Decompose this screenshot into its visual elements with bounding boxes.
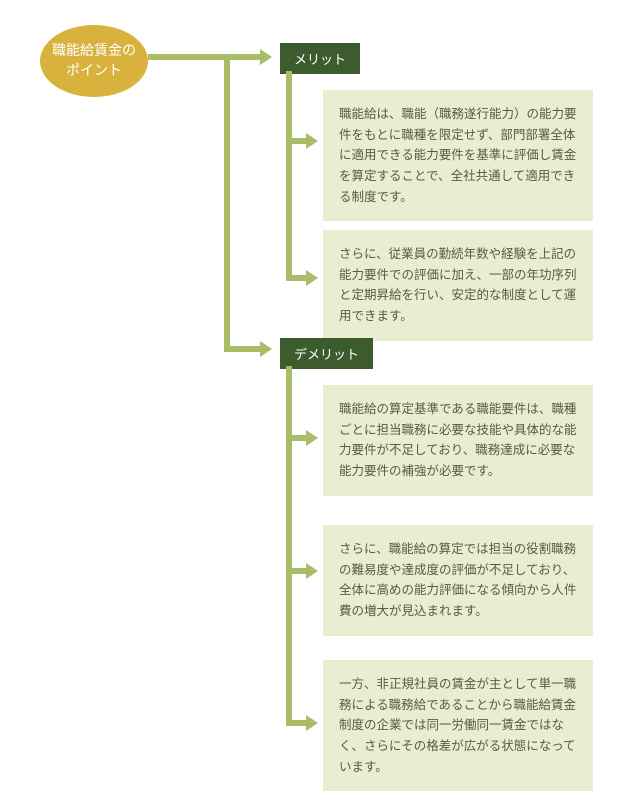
demerit-box-text: 職能給の算定基準である職能要件は、職種ごとに担当職務に必要な技能や具体的な能力要… bbox=[339, 402, 577, 478]
merit-box-text: さらに、従業員の勤続年数や経験を上記の能力要件での評価に加え、一部の年功序列と定… bbox=[339, 247, 577, 323]
demerit-label: デメリット bbox=[280, 338, 373, 369]
arrow-icon bbox=[306, 430, 318, 446]
arrow-icon bbox=[306, 270, 318, 286]
connector bbox=[286, 366, 292, 726]
connector bbox=[230, 346, 260, 352]
merit-box: 職能給は、職能（職務遂行能力）の能力要件をもとに職種を限定せず、部門部署全体に適… bbox=[323, 90, 593, 221]
arrow-icon bbox=[306, 715, 318, 731]
connector bbox=[230, 54, 260, 60]
merit-label-text: メリット bbox=[294, 52, 346, 67]
root-label: 職能給賃金のポイント bbox=[48, 41, 140, 80]
flowchart: 職能給賃金のポイント メリット 職能給は、職能（職務遂行能力）の能力要件をもとに… bbox=[20, 20, 605, 780]
arrow-icon bbox=[306, 563, 318, 579]
root-badge: 職能給賃金のポイント bbox=[40, 25, 148, 97]
connector bbox=[292, 720, 306, 726]
connector bbox=[292, 568, 306, 574]
merit-label: メリット bbox=[280, 43, 360, 74]
connector bbox=[148, 54, 230, 60]
merit-box-text: 職能給は、職能（職務遂行能力）の能力要件をもとに職種を限定せず、部門部署全体に適… bbox=[339, 107, 577, 204]
connector bbox=[292, 138, 306, 144]
merit-box: さらに、従業員の勤続年数や経験を上記の能力要件での評価に加え、一部の年功序列と定… bbox=[323, 230, 593, 341]
arrow-icon bbox=[260, 49, 272, 65]
demerit-box: さらに、職能給の算定では担当の役割職務の難易度や達成度の評価が不足しており、全体… bbox=[323, 525, 593, 636]
demerit-box-text: 一方、非正規社員の賃金が主として単一職務による職務給であることから職能給賃金制度… bbox=[339, 677, 576, 774]
demerit-box-text: さらに、職能給の算定では担当の役割職務の難易度や達成度の評価が不足しており、全体… bbox=[339, 542, 577, 618]
arrow-icon bbox=[306, 133, 318, 149]
arrow-icon bbox=[260, 341, 272, 357]
demerit-box: 職能給の算定基準である職能要件は、職種ごとに担当職務に必要な技能や具体的な能力要… bbox=[323, 385, 593, 496]
connector bbox=[286, 71, 292, 281]
connector bbox=[292, 435, 306, 441]
connector bbox=[224, 54, 230, 352]
connector bbox=[292, 275, 306, 281]
demerit-label-text: デメリット bbox=[294, 347, 359, 362]
demerit-box: 一方、非正規社員の賃金が主として単一職務による職務給であることから職能給賃金制度… bbox=[323, 660, 593, 791]
